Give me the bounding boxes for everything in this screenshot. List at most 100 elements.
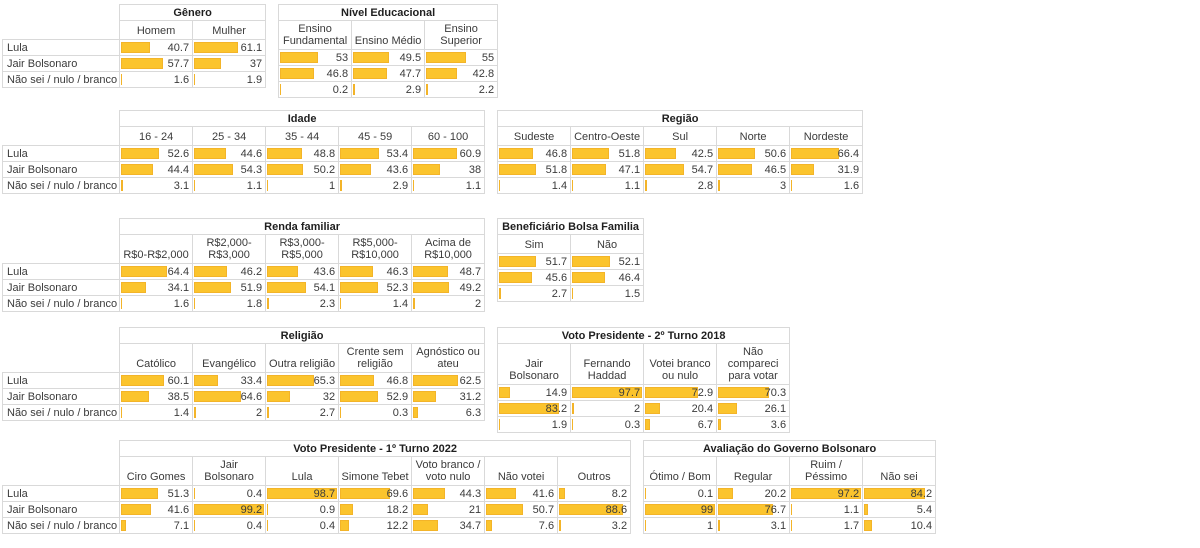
column-header: R$0-R$2,000 bbox=[119, 234, 194, 264]
data-cell: 1 bbox=[265, 177, 340, 194]
column-header: Ótimo / Bom bbox=[643, 456, 718, 486]
data-cell: 44.6 bbox=[192, 145, 267, 162]
cell-value: 52.3 bbox=[386, 281, 409, 294]
cell-value: 46.4 bbox=[618, 271, 641, 284]
data-cell: 3.6 bbox=[716, 416, 791, 433]
corner-spacer bbox=[3, 441, 120, 457]
data-bar bbox=[864, 520, 872, 531]
data-cell: 52.1 bbox=[570, 253, 645, 270]
data-cell: 51.8 bbox=[497, 161, 572, 178]
data-bar bbox=[645, 419, 650, 430]
row-label: Não sei / nulo / branco bbox=[1, 404, 121, 421]
data-bar bbox=[559, 488, 565, 499]
data-bar bbox=[267, 180, 269, 191]
cell-value: 49.2 bbox=[459, 281, 482, 294]
cell-value: 1.4 bbox=[392, 297, 409, 310]
data-cell: 5.4 bbox=[862, 501, 937, 518]
data-bar bbox=[426, 52, 466, 63]
corner-spacer bbox=[3, 5, 120, 21]
data-bar bbox=[486, 488, 517, 499]
cell-value: 0.2 bbox=[332, 83, 349, 96]
cell-value: 53.4 bbox=[386, 147, 409, 160]
corner-spacer bbox=[3, 457, 120, 486]
data-cell: 1.7 bbox=[789, 517, 864, 534]
data-cell: 53.4 bbox=[338, 145, 413, 162]
data-cell: 1.6 bbox=[789, 177, 864, 194]
data-cell: 88.6 bbox=[557, 501, 632, 518]
data-cell: 6.3 bbox=[411, 404, 486, 421]
data-cell: 46.2 bbox=[192, 263, 267, 280]
cell-value: 3.2 bbox=[611, 519, 628, 532]
data-cell: 2 bbox=[192, 404, 267, 421]
data-bar bbox=[499, 180, 501, 191]
cell-value: 8.2 bbox=[611, 487, 628, 500]
column-header: Ciro Gomes bbox=[119, 456, 194, 486]
cell-value: 40.7 bbox=[167, 41, 190, 54]
data-bar bbox=[121, 164, 154, 175]
cell-value: 43.6 bbox=[386, 163, 409, 176]
data-cell: 0.2 bbox=[278, 81, 353, 98]
cell-value: 46.8 bbox=[545, 147, 568, 160]
data-bar bbox=[267, 375, 315, 386]
data-bar bbox=[413, 298, 415, 309]
cell-value: 46.8 bbox=[386, 374, 409, 387]
cell-value: 0.4 bbox=[246, 519, 263, 532]
data-cell: 61.1 bbox=[192, 39, 267, 56]
cell-value: 6.7 bbox=[697, 418, 714, 431]
cell-value: 7.6 bbox=[538, 519, 555, 532]
column-header: Ensino Superior bbox=[424, 20, 499, 50]
cell-value: 0.9 bbox=[319, 503, 336, 516]
cell-value: 38.5 bbox=[167, 390, 190, 403]
data-bar bbox=[791, 164, 815, 175]
data-cell: 46.8 bbox=[278, 65, 353, 82]
data-bar bbox=[353, 52, 389, 63]
group-header: Beneficiário Bolsa Familia bbox=[497, 218, 645, 235]
data-cell: 44.3 bbox=[411, 485, 486, 502]
data-cell: 47.1 bbox=[570, 161, 645, 178]
data-bar bbox=[194, 520, 196, 531]
row-label: Jair Bolsonaro bbox=[1, 279, 121, 296]
data-cell: 49.5 bbox=[351, 49, 426, 66]
data-cell: 50.6 bbox=[716, 145, 791, 162]
group-table: Região Sudeste Centro-Oeste Sul Norte Nordest… bbox=[497, 110, 864, 194]
data-bar bbox=[413, 180, 415, 191]
data-cell: 51.7 bbox=[497, 253, 572, 270]
column-header: Regular bbox=[716, 456, 791, 486]
cell-value: 1 bbox=[328, 179, 336, 192]
cell-value: 53 bbox=[335, 51, 349, 64]
table-block-1: Gênero Homem Mulher Lula 40.7 61.1 Jair Bolson… bbox=[1, 4, 499, 98]
column-header: Agnóstico ou ateu bbox=[411, 343, 486, 373]
cell-value: 52.1 bbox=[618, 255, 641, 268]
data-cell: 1.1 bbox=[789, 501, 864, 518]
data-cell: 0.3 bbox=[570, 416, 645, 433]
data-cell: 1.6 bbox=[119, 71, 194, 88]
data-cell: 1 bbox=[643, 517, 718, 534]
cell-value: 1.9 bbox=[246, 73, 263, 86]
data-bar bbox=[340, 488, 391, 499]
data-cell: 84.2 bbox=[862, 485, 937, 502]
cell-value: 2.2 bbox=[478, 83, 495, 96]
cell-value: 51.8 bbox=[618, 147, 641, 160]
data-cell: 2.9 bbox=[338, 177, 413, 194]
group-table: Religião Católico Evangélico Outra religião… bbox=[1, 327, 486, 421]
data-bar bbox=[791, 180, 793, 191]
cell-value: 2.7 bbox=[319, 406, 336, 419]
data-cell: 18.2 bbox=[338, 501, 413, 518]
group-header: Religião bbox=[119, 327, 486, 344]
cell-value: 1.1 bbox=[465, 179, 482, 192]
group-header: Voto Presidente - 2º Turno 2018 bbox=[497, 327, 791, 344]
cell-value: 45.6 bbox=[545, 271, 568, 284]
cell-value: 32 bbox=[322, 390, 336, 403]
data-cell: 34.7 bbox=[411, 517, 486, 534]
cell-value: 70.3 bbox=[764, 386, 787, 399]
column-header: Jair Bolsonaro bbox=[192, 456, 267, 486]
cell-value: 1 bbox=[706, 519, 714, 532]
cell-value: 88.6 bbox=[605, 503, 628, 516]
cell-value: 38 bbox=[468, 163, 482, 176]
cell-value: 51.7 bbox=[545, 255, 568, 268]
data-bar bbox=[194, 407, 196, 418]
cell-value: 2.9 bbox=[405, 83, 422, 96]
data-bar bbox=[340, 266, 374, 277]
data-bar bbox=[340, 504, 354, 515]
